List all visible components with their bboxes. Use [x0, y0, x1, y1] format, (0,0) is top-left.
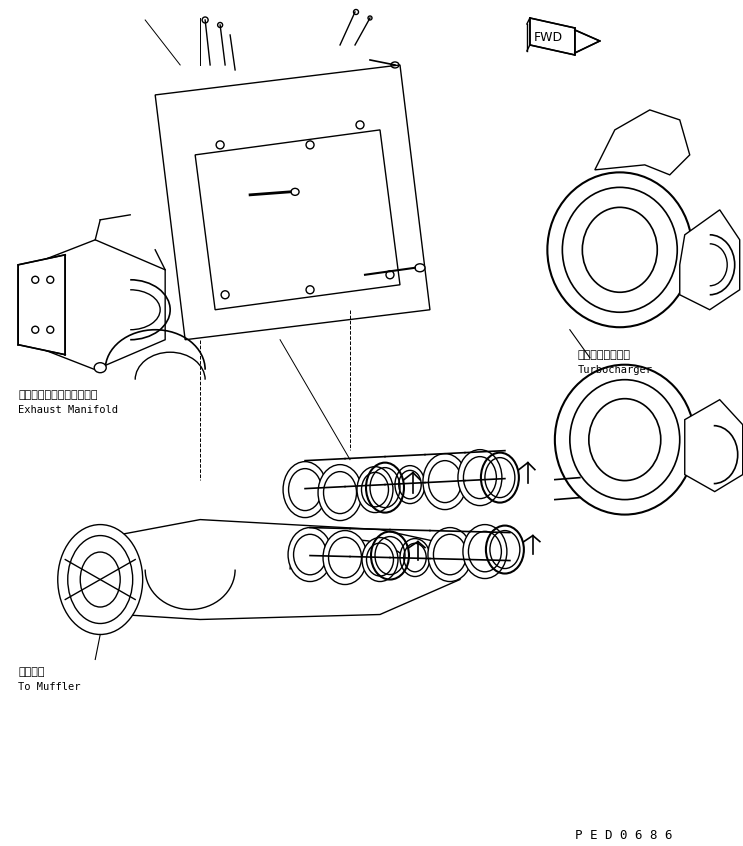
Ellipse shape: [386, 271, 394, 279]
Polygon shape: [530, 18, 575, 55]
Text: Exhaust Manifold: Exhaust Manifold: [19, 404, 118, 415]
Ellipse shape: [202, 17, 208, 23]
Ellipse shape: [570, 380, 680, 500]
Polygon shape: [19, 239, 165, 370]
Ellipse shape: [415, 264, 425, 272]
Ellipse shape: [403, 543, 426, 572]
Polygon shape: [685, 399, 743, 492]
Ellipse shape: [218, 23, 223, 27]
Ellipse shape: [583, 207, 658, 292]
Ellipse shape: [293, 535, 326, 574]
Text: Turbocharger: Turbocharger: [578, 365, 653, 375]
Ellipse shape: [32, 327, 39, 333]
Ellipse shape: [429, 460, 461, 503]
Ellipse shape: [68, 536, 133, 624]
Ellipse shape: [548, 173, 692, 327]
Text: マフラヘ: マフラヘ: [19, 667, 45, 678]
Ellipse shape: [306, 286, 314, 294]
Ellipse shape: [288, 469, 322, 511]
Polygon shape: [19, 255, 65, 354]
Ellipse shape: [399, 470, 421, 499]
Ellipse shape: [216, 141, 224, 149]
Polygon shape: [195, 130, 400, 310]
Ellipse shape: [362, 472, 389, 507]
Ellipse shape: [366, 543, 394, 576]
Ellipse shape: [288, 528, 332, 581]
Ellipse shape: [468, 531, 502, 572]
Text: To Muffler: To Muffler: [19, 683, 81, 693]
Ellipse shape: [47, 277, 53, 283]
Ellipse shape: [458, 449, 502, 506]
Polygon shape: [100, 519, 460, 619]
Ellipse shape: [428, 528, 472, 581]
Ellipse shape: [423, 453, 467, 509]
Ellipse shape: [291, 189, 299, 195]
Text: ターボチャージャ: ターボチャージャ: [578, 349, 631, 360]
Text: P E D 0 6 8 6: P E D 0 6 8 6: [575, 829, 672, 843]
Polygon shape: [595, 110, 690, 175]
Ellipse shape: [362, 537, 398, 581]
Ellipse shape: [80, 552, 120, 607]
Ellipse shape: [94, 363, 106, 373]
Text: FWD: FWD: [534, 31, 563, 45]
Ellipse shape: [433, 535, 467, 574]
Ellipse shape: [357, 467, 393, 513]
Ellipse shape: [323, 530, 367, 585]
Ellipse shape: [356, 121, 364, 129]
Polygon shape: [575, 30, 600, 53]
Polygon shape: [680, 210, 740, 310]
Ellipse shape: [328, 537, 362, 578]
Ellipse shape: [395, 465, 425, 503]
Ellipse shape: [562, 187, 678, 312]
Ellipse shape: [463, 525, 507, 579]
Ellipse shape: [318, 464, 362, 520]
Text: エキゾーストマニホールド: エキゾーストマニホールド: [19, 390, 98, 399]
Ellipse shape: [283, 462, 327, 518]
Ellipse shape: [400, 539, 430, 576]
Ellipse shape: [306, 141, 314, 149]
Ellipse shape: [354, 9, 359, 14]
Ellipse shape: [323, 471, 357, 514]
Ellipse shape: [221, 291, 229, 299]
Ellipse shape: [464, 457, 496, 498]
Ellipse shape: [47, 327, 53, 333]
Ellipse shape: [588, 398, 661, 481]
Ellipse shape: [32, 277, 39, 283]
Polygon shape: [155, 65, 430, 340]
Ellipse shape: [555, 365, 695, 514]
Ellipse shape: [58, 525, 143, 634]
Ellipse shape: [368, 16, 372, 20]
